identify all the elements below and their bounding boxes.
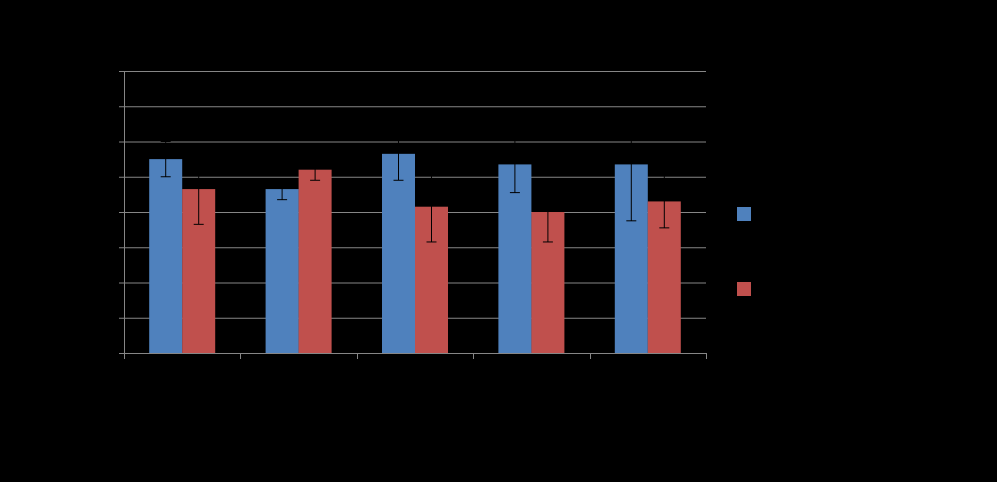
legend-swatch-1 xyxy=(737,207,751,221)
error-bar-series2-cat4 xyxy=(542,181,553,243)
bar-series1-cat1 xyxy=(149,159,183,353)
axes xyxy=(119,71,707,359)
bar-series2-cat2 xyxy=(298,169,332,353)
legend-swatch-2 xyxy=(737,282,751,296)
bars xyxy=(149,153,681,353)
bar-series1-cat3 xyxy=(382,153,415,353)
error-bar-series1-cat4 xyxy=(509,135,520,194)
error-bars xyxy=(160,107,670,243)
error-bar-series2-cat5 xyxy=(659,174,670,229)
error-bar-series1-cat2 xyxy=(277,178,288,201)
legend xyxy=(737,207,751,296)
bar-series1-cat2 xyxy=(265,189,299,353)
error-bar-series1-cat3 xyxy=(393,126,404,181)
legend-item-2 xyxy=(737,282,751,296)
legend-item-1 xyxy=(737,207,751,221)
error-bar-series2-cat2 xyxy=(310,158,321,181)
bar-series1-cat4 xyxy=(498,164,532,353)
error-bar-series2-cat3 xyxy=(426,170,437,243)
error-bar-series2-cat1 xyxy=(193,153,204,225)
error-bar-series1-cat5 xyxy=(626,107,637,222)
error-bar-series1-cat1 xyxy=(160,141,171,178)
